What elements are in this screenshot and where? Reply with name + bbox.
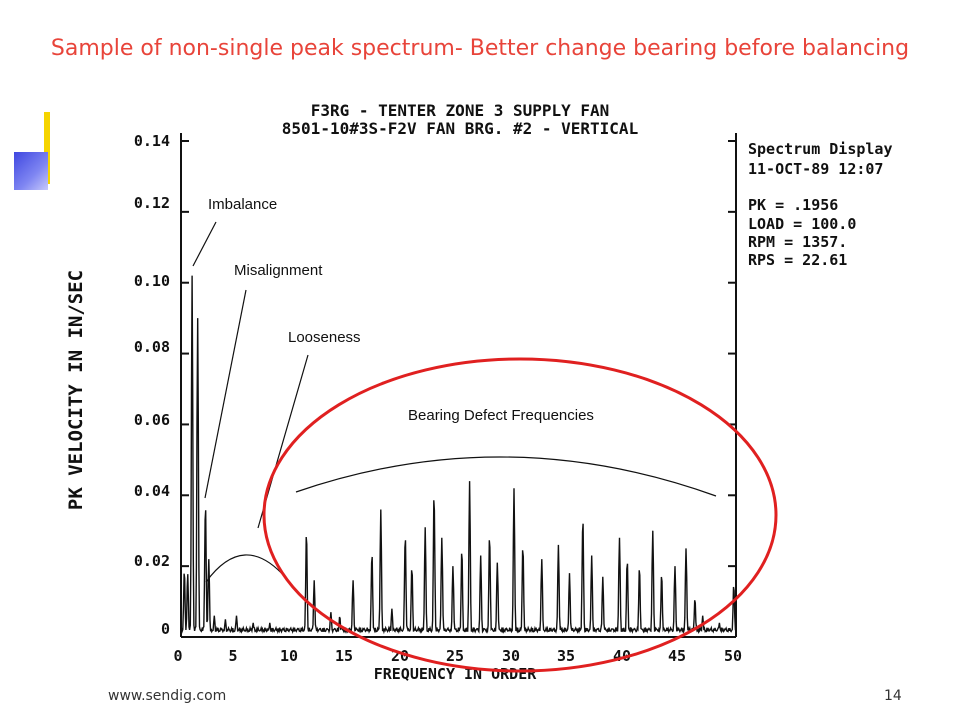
decorative-yellow-bar xyxy=(44,112,50,184)
y-tick-label-002: 0.02 xyxy=(134,552,170,570)
info-line-rpm: RPM = 1357. xyxy=(748,233,847,251)
annotation-imbalance-pointer xyxy=(192,221,217,267)
annotation-bearing-defects-arc xyxy=(295,456,717,497)
x-tick-label-0: 0 xyxy=(173,647,182,665)
bearing-defect-highlight-ellipse xyxy=(262,357,778,673)
info-line-spectrum: Spectrum Display xyxy=(748,140,893,158)
x-tick-label-25: 25 xyxy=(446,647,464,665)
x-tick-label-35: 35 xyxy=(557,647,575,665)
x-tick-label-50: 50 xyxy=(724,647,742,665)
y-tick-label-006: 0.06 xyxy=(134,411,170,429)
annotation-looseness-arc xyxy=(205,554,287,583)
x-tick-label-30: 30 xyxy=(502,647,520,665)
info-line-pk: PK = .1956 xyxy=(748,196,838,214)
y-tick-label-012: 0.12 xyxy=(134,194,170,212)
y-tick-label-014: 0.14 xyxy=(134,132,170,150)
annotation-looseness: Looseness xyxy=(288,329,361,346)
x-tick-label-10: 10 xyxy=(280,647,298,665)
chart-title-line2: 8501-10#3S-F2V FAN BRG. #2 - VERTICAL xyxy=(282,119,638,138)
y-axis-ticks: 0 0.02 0.04 0.06 0.08 0.10 0.12 0.14 xyxy=(134,132,170,638)
info-line-load: LOAD = 100.0 xyxy=(748,215,856,233)
footer-url: www.sendig.com xyxy=(108,688,227,704)
info-line-date: 11-OCT-89 12:07 xyxy=(748,160,883,178)
x-axis-label: FREQUENCY IN ORDER xyxy=(374,665,538,683)
decorative-blue-square xyxy=(14,152,48,190)
info-line-rps: RPS = 22.61 xyxy=(748,251,847,269)
y-tick-label-004: 0.04 xyxy=(134,482,170,500)
page-number: 14 xyxy=(884,688,902,704)
annotation-imbalance: Imbalance xyxy=(208,196,277,213)
x-tick-label-45: 45 xyxy=(668,647,686,665)
annotation-misalignment-pointer xyxy=(204,289,247,499)
x-axis-ticks: 0 5 10 15 20 25 30 35 40 45 50 xyxy=(173,647,742,665)
slide-title: Sample of non-single peak spectrum- Bett… xyxy=(50,36,910,61)
annotation-misalignment: Misalignment xyxy=(234,262,323,279)
x-tick-label-15: 15 xyxy=(335,647,353,665)
spectrum-series-line xyxy=(180,275,737,635)
y-tick-label-0: 0 xyxy=(161,620,170,638)
info-panel: Spectrum Display 11-OCT-89 12:07 PK = .1… xyxy=(748,140,893,269)
chart-title-line1: F3RG - TENTER ZONE 3 SUPPLY FAN xyxy=(311,101,610,120)
y-tick-label-008: 0.08 xyxy=(134,338,170,356)
y-tick-marks xyxy=(181,140,736,638)
y-tick-label-010: 0.10 xyxy=(134,272,170,290)
annotation-bearing-defects: Bearing Defect Frequencies xyxy=(408,407,594,424)
y-axis-label: PK VELOCITY IN IN/SEC xyxy=(65,270,87,510)
x-tick-label-5: 5 xyxy=(228,647,237,665)
